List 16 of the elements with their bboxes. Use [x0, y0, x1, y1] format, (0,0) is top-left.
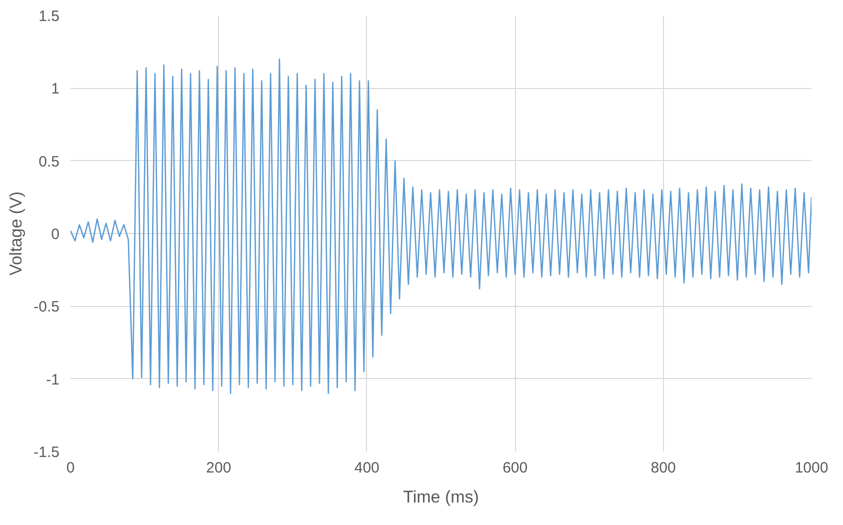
y-tick-label: -0.5	[34, 298, 60, 316]
x-axis-title: Time (ms)	[403, 488, 479, 506]
y-tick-label: 1.5	[38, 8, 60, 25]
y-tick-label: -1	[46, 371, 60, 388]
y-tick-label: 0.5	[38, 153, 60, 170]
x-tick-label: 600	[502, 460, 528, 476]
y-axis-title: Voltage (V)	[6, 191, 26, 276]
x-tick-label: 0	[66, 460, 75, 476]
line-series	[70, 58, 812, 394]
y-tick-label: -1.5	[34, 444, 60, 461]
y-tick-label: 1	[51, 80, 60, 98]
y-tick-label: 0	[51, 226, 60, 243]
x-tick-label: 800	[650, 460, 676, 476]
x-tick-label: 1000	[794, 460, 828, 476]
x-tick-label: 200	[206, 460, 232, 476]
x-tick-label: 400	[354, 460, 380, 476]
